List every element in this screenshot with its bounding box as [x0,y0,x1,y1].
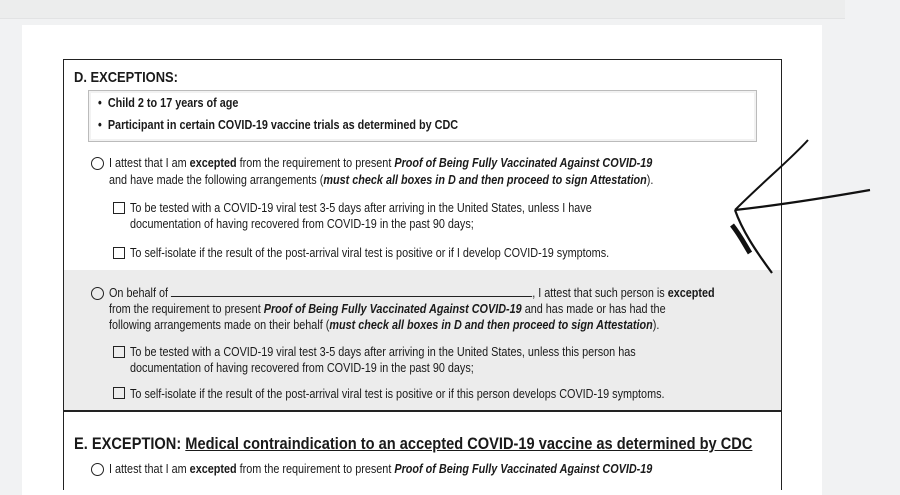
checkbox-label: To be tested with a COVID-19 viral test … [130,201,592,215]
bullet-item: • Child 2 to 17 years of age [98,96,239,110]
text: Proof of Being Fully Vaccinated Against … [263,302,522,316]
behalf-exception-radio[interactable] [91,287,104,300]
text: excepted [189,462,237,476]
checkbox-label: To self-isolate if the result of the pos… [130,246,610,260]
text: Proof of Being Fully Vaccinated Against … [394,462,653,476]
text: following arrangements made on their beh… [109,318,330,332]
checkbox-label: To self-isolate if the result of the pos… [130,387,665,401]
self-test-checkbox[interactable] [113,202,125,214]
text: excepted [667,286,715,300]
text: must check all boxes in D and then proce… [329,318,653,332]
behalf-test-checkbox[interactable] [113,346,125,358]
section-d-box [63,59,782,490]
behalf-attest-line: On behalf of , I attest that such person… [109,286,715,300]
text: from the requirement to present [236,156,395,170]
text: from the requirement to present [236,462,395,476]
bullet-item: • Participant in certain COVID-19 vaccin… [98,118,459,132]
medical-attest-line: I attest that I am excepted from the req… [109,462,652,476]
text: , I attest that such person is [532,286,668,300]
text: ). [646,173,654,187]
text: ). [652,318,660,332]
exceptions-list-box [88,90,757,142]
handwritten-arrow-mark [730,139,871,274]
self-attest-line: and have made the following arrangements… [109,173,653,187]
self-isolate-checkbox[interactable] [113,247,125,259]
document-page [22,25,822,495]
text: I attest that I am [109,156,190,170]
behalf-attest-line: following arrangements made on their beh… [109,318,659,332]
behalf-isolate-checkbox[interactable] [113,387,125,399]
medical-exception-radio[interactable] [91,463,104,476]
behalf-section-background [64,270,781,411]
section-divider [63,410,782,412]
behalf-attest-line: from the requirement to present Proof of… [109,302,666,316]
text: I attest that I am [109,462,190,476]
checkbox-label: documentation of having recovered from C… [130,361,474,375]
self-attest-line: I attest that I am excepted from the req… [109,156,652,170]
text: Medical contraindication to an accepted … [185,434,753,453]
self-exception-radio[interactable] [91,157,104,170]
bullet-text: Participant in certain COVID-19 vaccine … [107,118,459,132]
text: On behalf of [109,286,169,300]
text: E. EXCEPTION: [74,434,186,453]
viewer-toolbar [0,0,845,19]
checkbox-label: To be tested with a COVID-19 viral test … [130,345,636,359]
text: and has made or has had the [521,302,666,316]
text: Proof of Being Fully Vaccinated Against … [394,156,653,170]
text: excepted [189,156,237,170]
text: and have made the following arrangements… [109,173,324,187]
section-e-heading: E. EXCEPTION: Medical contraindication t… [74,435,752,453]
text: from the requirement to present [109,302,264,316]
bullet-text: Child 2 to 17 years of age [107,96,239,110]
behalf-name-field[interactable] [171,286,533,297]
section-d-heading: D. EXCEPTIONS: [74,69,178,86]
text: must check all boxes in D and then proce… [323,173,647,187]
checkbox-label: documentation of having recovered from C… [130,217,474,231]
